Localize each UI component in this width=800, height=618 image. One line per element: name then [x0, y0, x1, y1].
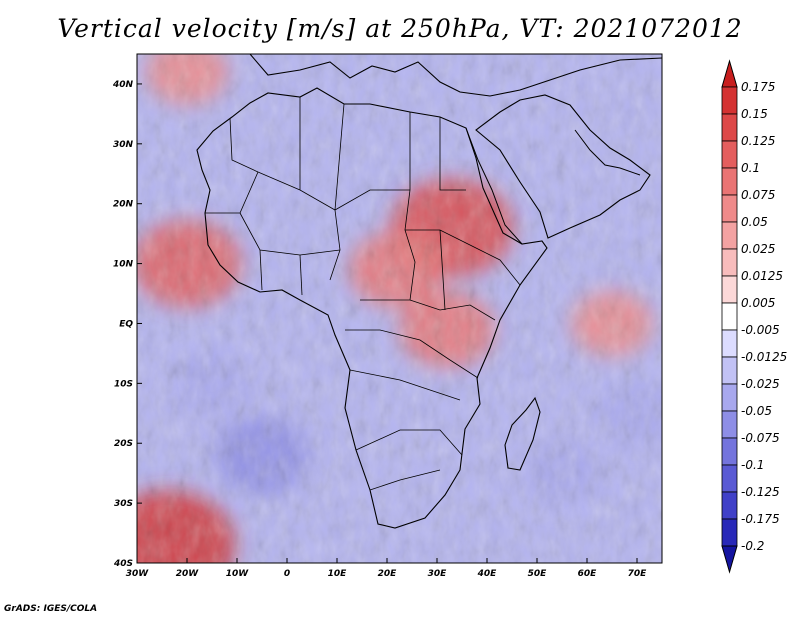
- grads-credit: GrADS: IGES/COLA: [4, 604, 98, 614]
- colorbar-swatch: [721, 383, 738, 412]
- colorbar-label: 0.0125: [741, 269, 783, 283]
- colorbar-swatch: [721, 437, 738, 466]
- colorbar-label: 0.175: [741, 80, 775, 94]
- europe-coastline: [249, 54, 662, 97]
- colorbar-swatch: [721, 464, 738, 493]
- plot-frame: [136, 53, 663, 564]
- colorbar-label: -0.2: [741, 539, 764, 553]
- colorbar-label: -0.0125: [741, 350, 787, 364]
- colorbar-swatch: [721, 113, 738, 142]
- x-tick-label: 10E: [328, 569, 348, 579]
- colorbar-label: 0.005: [741, 296, 775, 310]
- colorbar-bottom-arrow: [721, 545, 738, 574]
- colorbar-swatch: [721, 221, 738, 250]
- y-tick-label: 10S: [114, 379, 133, 389]
- colorbar-label: -0.005: [741, 323, 780, 337]
- colorbar-swatch: [721, 410, 738, 439]
- colorbar-label: 0.05: [741, 215, 768, 229]
- y-tick-label: 30S: [114, 499, 133, 509]
- colorbar-swatch: [721, 329, 738, 358]
- y-axis: 40N 30N 20N 10N EQ 10S 20S 30S 40S: [112, 80, 142, 569]
- x-tick-label: 30E: [428, 569, 448, 579]
- colorbar-label: -0.125: [741, 485, 780, 499]
- y-tick-label: 20N: [113, 200, 134, 210]
- colorbar-label: 0.075: [741, 188, 775, 202]
- colorbar-swatch: [721, 86, 738, 115]
- africa-coastline: [196, 87, 548, 529]
- x-tick-label: 10W: [226, 569, 250, 579]
- madagascar-coastline: [504, 396, 541, 471]
- persian-gulf-coast: [574, 129, 641, 176]
- chart-title: Vertical velocity [m/s] at 250hPa, VT: 2…: [57, 14, 743, 43]
- y-tick-label: EQ: [119, 319, 133, 329]
- colorbar-swatch: [721, 302, 738, 331]
- colorbar-swatch: [721, 275, 738, 304]
- x-axis: 30W 20W 10W 0 10E 20E 30E 40E 50E 60E 70E: [126, 558, 647, 579]
- colorbar-swatch: [721, 518, 738, 547]
- y-tick-label: 20S: [114, 439, 133, 449]
- red-sea-coast: [465, 127, 523, 245]
- map-area: [137, 54, 662, 563]
- texture-overlay: [137, 54, 662, 563]
- x-tick-label: 70E: [628, 569, 648, 579]
- colorbar-swatch: [721, 491, 738, 520]
- colorbar-label: -0.075: [741, 431, 780, 445]
- colorbar: 0.175 0.15 0.125 0.1 0.075 0.05 0.025 0.0125 0.0…: [721, 59, 787, 574]
- colorbar-swatch: [721, 356, 738, 385]
- country-borders: [205, 97, 521, 491]
- colorbar-label: -0.1: [741, 458, 764, 472]
- y-tick-label: 10N: [113, 260, 134, 270]
- colorbar-label: -0.05: [741, 404, 772, 418]
- colorbar-label: 0.025: [741, 242, 775, 256]
- x-tick-label: 20E: [378, 569, 398, 579]
- x-tick-label: 30W: [126, 569, 150, 579]
- x-tick-label: 60E: [578, 569, 598, 579]
- x-tick-label: 50E: [528, 569, 548, 579]
- colorbar-swatch: [721, 167, 738, 196]
- colorbar-swatch: [721, 140, 738, 169]
- y-tick-label: 30N: [113, 140, 134, 150]
- arabia-coastline: [475, 94, 651, 239]
- colorbar-label: -0.175: [741, 512, 780, 526]
- colorbar-top-arrow: [721, 59, 738, 88]
- x-tick-label: 20W: [176, 569, 200, 579]
- x-tick-label: 40E: [477, 569, 498, 579]
- colorbar-label: 0.125: [741, 134, 775, 148]
- x-tick-label: 0: [284, 569, 290, 579]
- colorbar-swatch: [721, 248, 738, 277]
- colorbar-swatch: [721, 194, 738, 223]
- y-tick-label: 40N: [112, 80, 134, 90]
- colorbar-label: 0.15: [741, 107, 768, 121]
- colorbar-label: -0.025: [741, 377, 780, 391]
- y-tick-label: 40S: [113, 559, 133, 569]
- colorbar-label: 0.1: [741, 161, 760, 175]
